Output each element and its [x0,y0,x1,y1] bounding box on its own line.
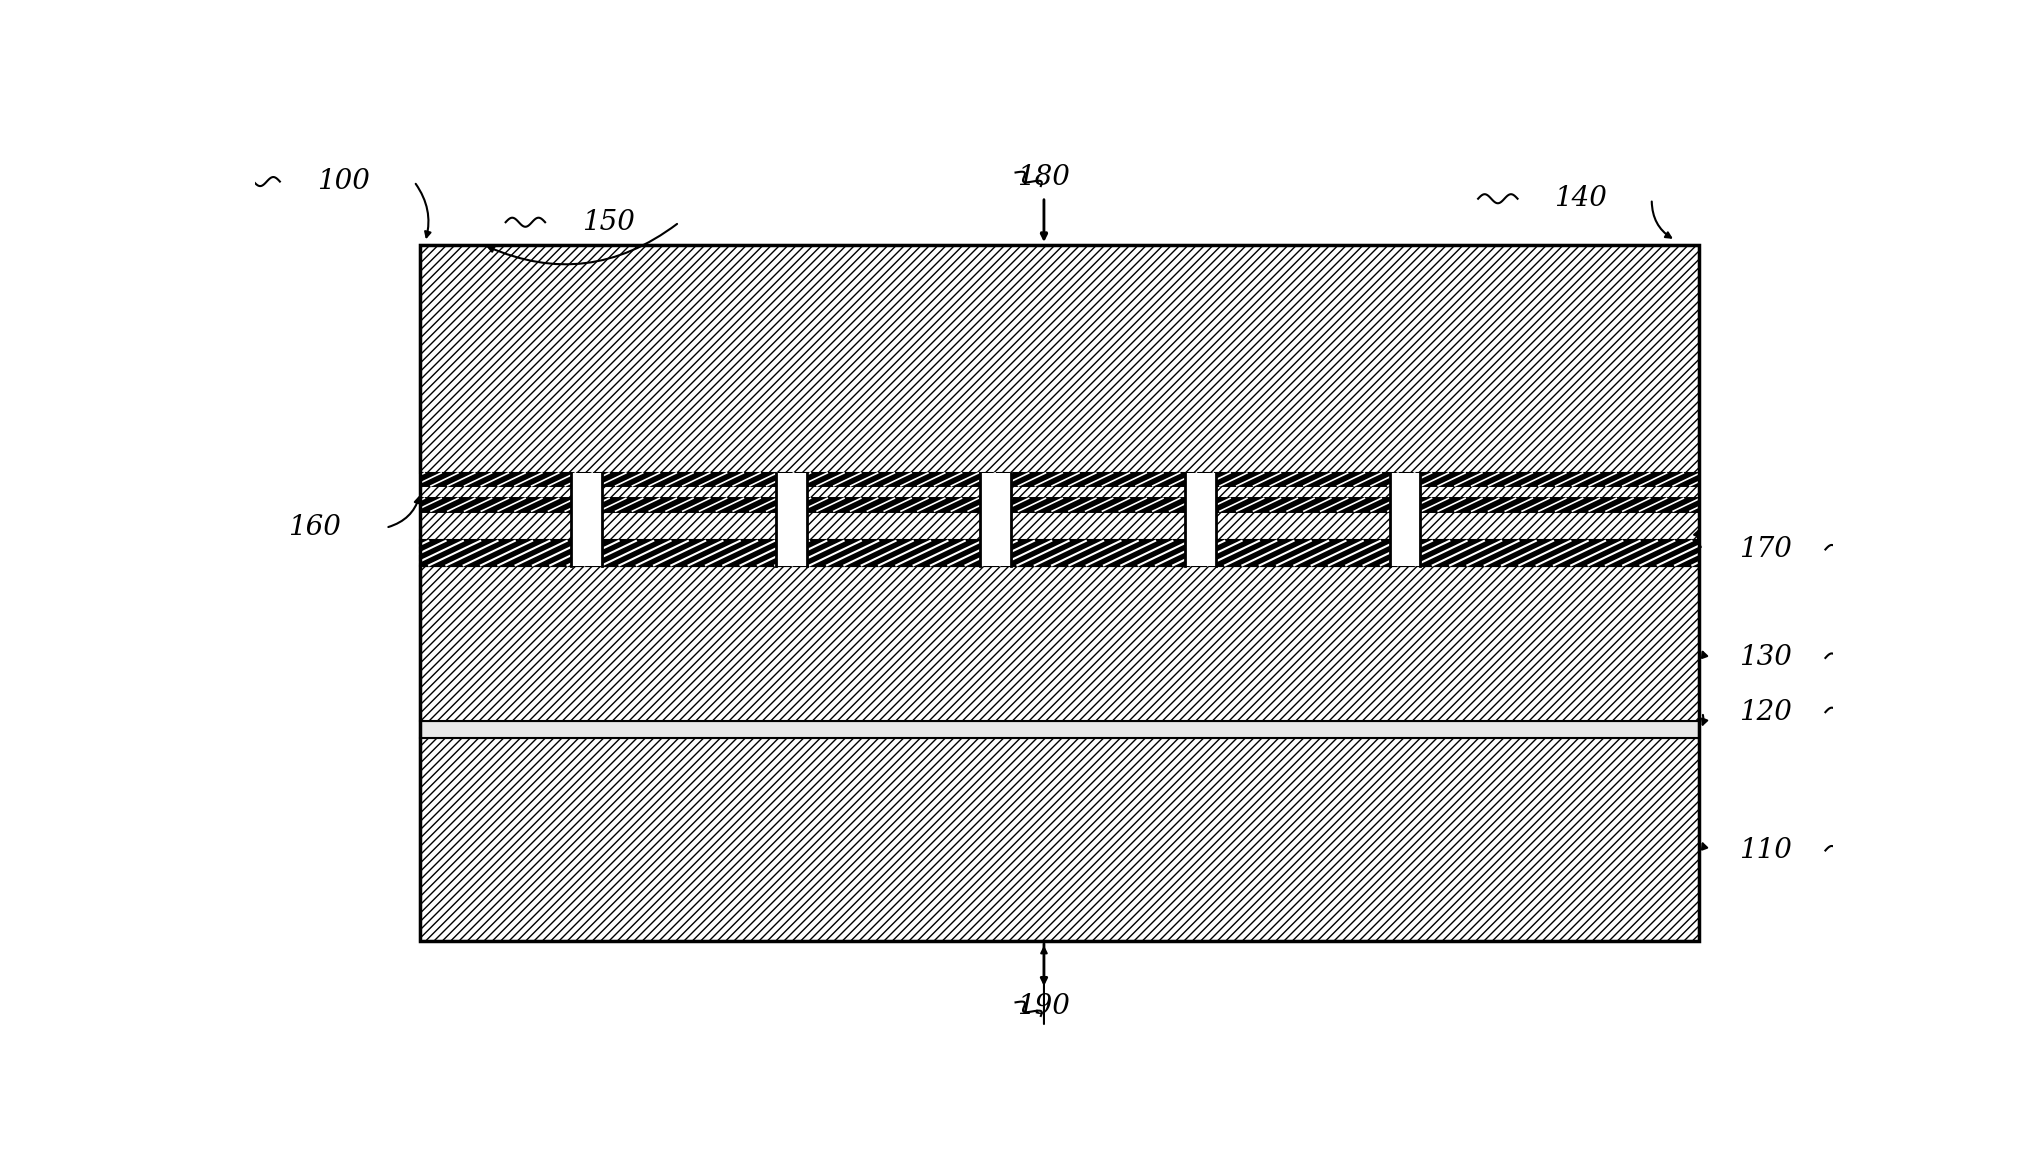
Text: 150: 150 [583,209,636,236]
Bar [980,473,1010,566]
Text: 170: 170 [1740,537,1793,564]
Text: 190: 190 [1018,993,1069,1020]
Text: 100: 100 [316,168,369,195]
Bar [570,473,603,566]
Text: 160: 160 [287,514,340,541]
Bar [420,737,1699,940]
Bar [420,566,1699,721]
Text: 180: 180 [1018,163,1069,190]
Bar [420,245,1699,473]
Text: 120: 120 [1740,699,1793,726]
Text: 130: 130 [1740,645,1793,672]
Bar [1186,473,1216,566]
Text: 110: 110 [1740,837,1793,864]
Bar [1389,473,1420,566]
Bar [420,245,1699,940]
Bar [420,512,1699,540]
Bar [420,498,1699,512]
Bar [420,473,1699,486]
Bar [420,721,1699,737]
Text: 140: 140 [1554,185,1607,212]
Bar [420,540,1699,566]
Bar [420,486,1699,498]
Bar [776,473,807,566]
